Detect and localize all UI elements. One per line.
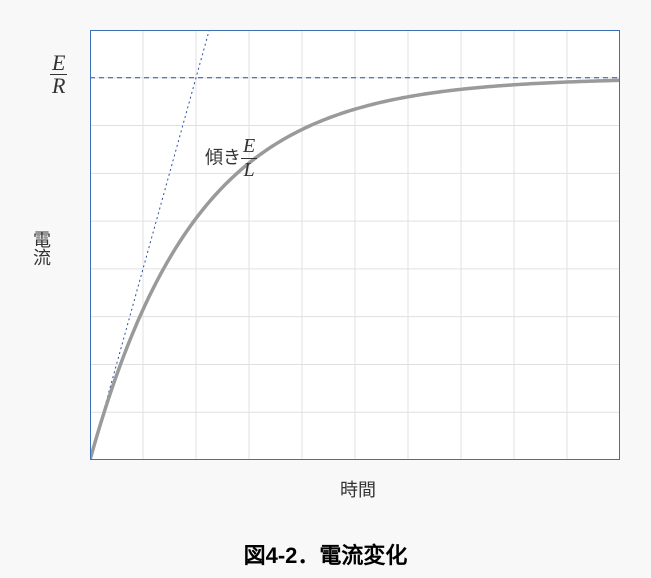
ytick-denominator: R: [50, 75, 67, 97]
y-axis-label: 電流: [28, 230, 54, 266]
plot-area: [90, 30, 620, 460]
slope-annotation: 傾き E L: [205, 135, 257, 182]
plot-svg: [90, 30, 620, 460]
slope-denominator: L: [241, 159, 257, 182]
x-axis-label: 時間: [340, 476, 376, 502]
slope-numerator: E: [241, 135, 257, 159]
y-tick-e-over-r: E R: [50, 52, 67, 97]
slope-prefix: 傾き: [205, 147, 241, 167]
figure-caption: 図4-2．電流変化: [0, 538, 651, 570]
ytick-numerator: E: [50, 52, 67, 75]
figure-container: E R 電流 時間 傾き E L 図4-2．電流変化: [0, 0, 651, 578]
